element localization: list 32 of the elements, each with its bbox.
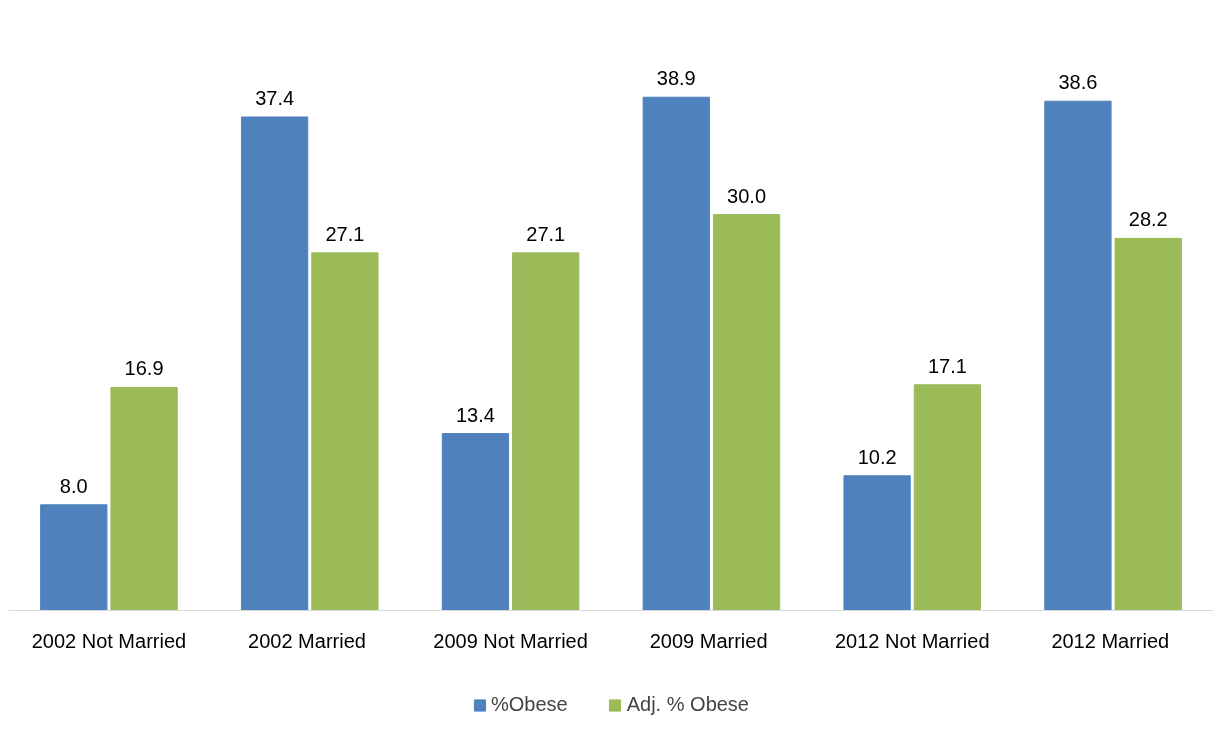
bar xyxy=(311,252,379,611)
bar xyxy=(441,433,510,611)
data-label: 8.0 xyxy=(59,474,88,497)
bar xyxy=(712,214,781,611)
bar xyxy=(240,116,309,611)
data-label: 28.2 xyxy=(1128,208,1168,231)
data-label: 13.4 xyxy=(455,403,495,426)
data-label: 38.9 xyxy=(656,67,696,90)
data-label: 10.2 xyxy=(857,445,897,468)
data-label: 16.9 xyxy=(124,357,164,380)
x-tick-label: 2009 Not Married xyxy=(433,630,588,653)
data-label: 37.4 xyxy=(255,86,295,109)
bar xyxy=(110,386,178,611)
bar xyxy=(512,252,580,611)
x-tick-label: 2012 Married xyxy=(1051,630,1170,653)
bar xyxy=(843,475,911,611)
data-label: 27.1 xyxy=(526,222,566,245)
bar xyxy=(1114,237,1182,611)
legend-label: %Obese xyxy=(490,693,568,716)
data-label: 27.1 xyxy=(325,222,365,245)
data-label: 30.0 xyxy=(727,184,767,207)
x-tick-label: 2002 Married xyxy=(248,630,366,653)
legend-label: Adj. % Obese xyxy=(626,693,750,716)
bar xyxy=(642,96,710,611)
bar xyxy=(40,504,108,611)
bar xyxy=(1044,100,1112,611)
data-label: 17.1 xyxy=(927,354,967,377)
x-tick-label: 2012 Not Married xyxy=(834,630,990,653)
x-tick-label: 2009 Married xyxy=(649,630,768,653)
data-label: 38.6 xyxy=(1058,71,1098,94)
bar xyxy=(913,384,982,611)
x-tick-label: 2002 Not Married xyxy=(31,630,187,653)
